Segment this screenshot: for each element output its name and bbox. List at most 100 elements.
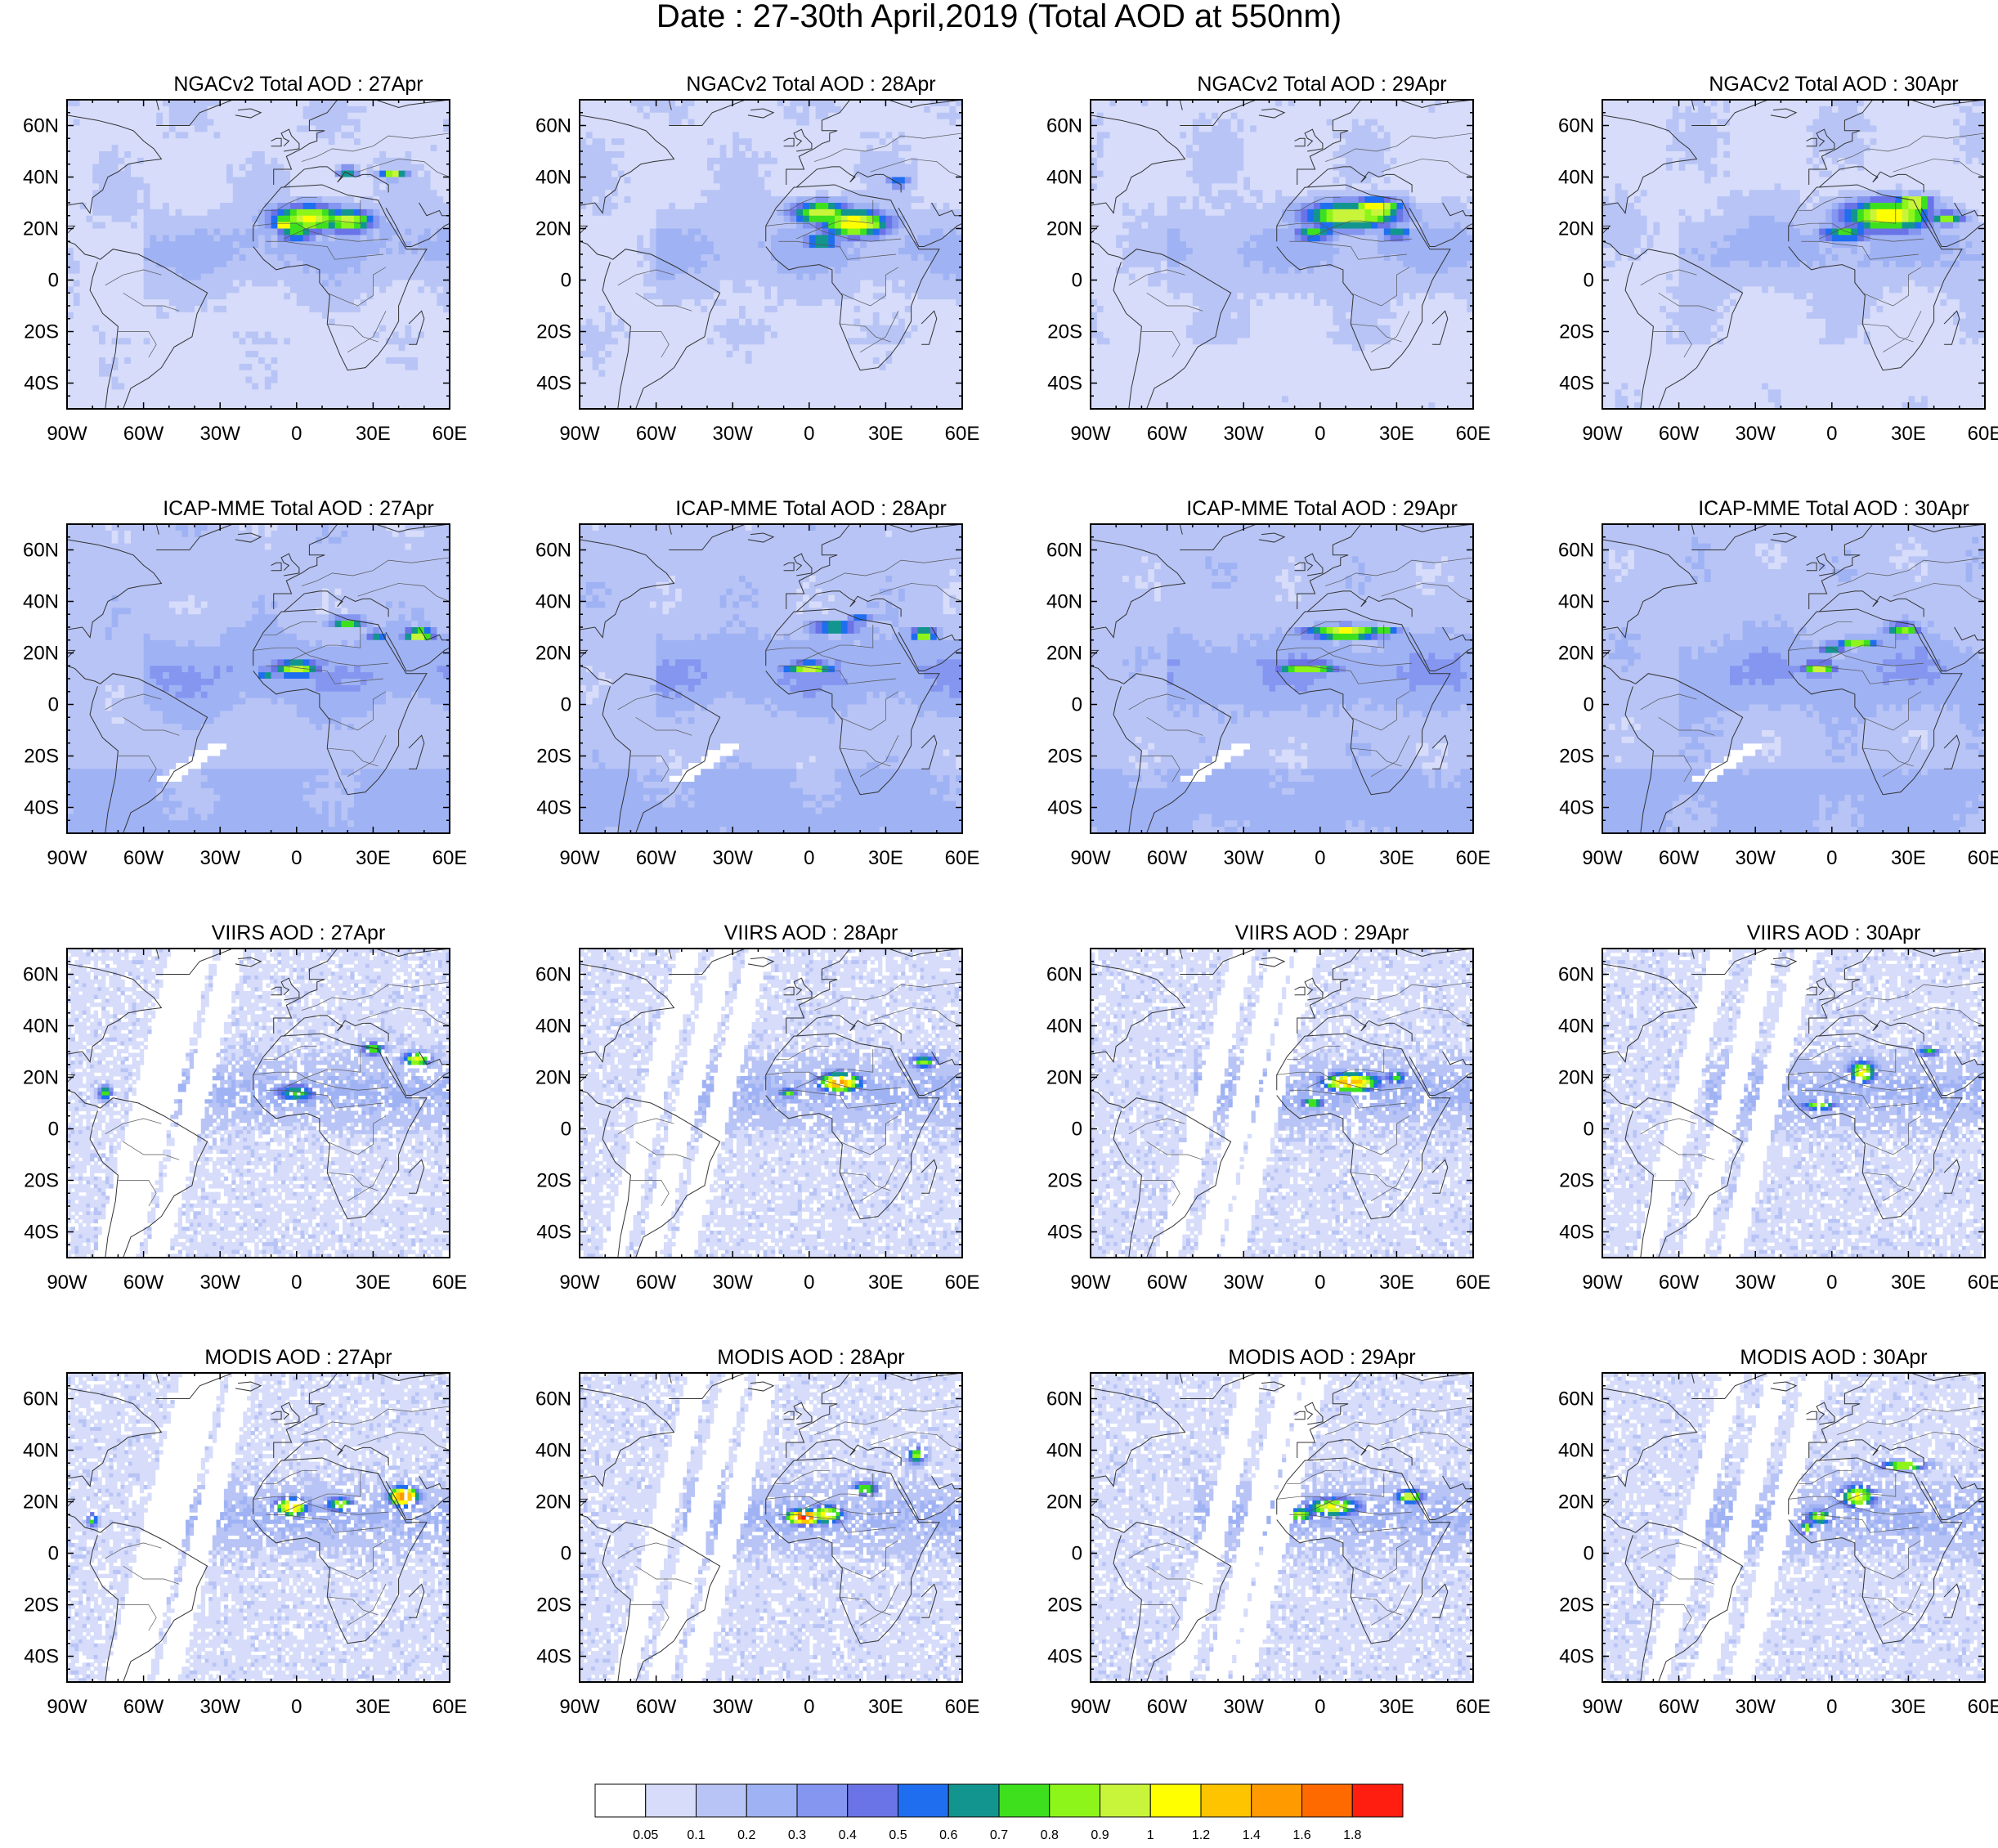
x-tick-label: 0 bbox=[291, 423, 302, 445]
y-tick-label: 60N bbox=[1046, 540, 1082, 562]
colorbar-label: 0.4 bbox=[839, 1828, 857, 1842]
colorbar-label: 1.8 bbox=[1343, 1828, 1361, 1842]
x-tick-label: 60W bbox=[1659, 423, 1700, 445]
panel-title: VIIRS AOD : 27Apr bbox=[45, 921, 552, 945]
x-tick-label: 30W bbox=[713, 423, 754, 445]
panel-title: NGACv2 Total AOD : 29Apr bbox=[1068, 72, 1575, 96]
x-tick-label: 0 bbox=[1315, 847, 1325, 869]
aod-field bbox=[1602, 524, 1986, 834]
x-tick-label: 90W bbox=[47, 423, 87, 445]
colorbar-swatch bbox=[797, 1784, 848, 1817]
colorbar-swatch bbox=[1150, 1784, 1201, 1817]
x-tick-label: 0 bbox=[1826, 1272, 1837, 1294]
y-tick-label: 40S bbox=[1559, 797, 1594, 819]
colorbar-swatch bbox=[746, 1784, 797, 1817]
y-tick-label: 0 bbox=[1584, 694, 1594, 716]
x-tick-label: 60W bbox=[1147, 847, 1188, 869]
y-tick-label: 0 bbox=[48, 1119, 59, 1141]
y-tick-label: 40N bbox=[535, 1016, 571, 1038]
figure-title: Date : 27-30th April,2019 (Total AOD at … bbox=[0, 0, 1998, 33]
x-tick-label: 30W bbox=[1224, 1272, 1265, 1294]
y-tick-label: 40N bbox=[1558, 591, 1594, 613]
y-tick-label: 0 bbox=[1072, 1119, 1082, 1141]
colorbar-swatch bbox=[1252, 1784, 1302, 1817]
x-tick-label: 0 bbox=[1826, 423, 1837, 445]
x-tick-label: 60W bbox=[636, 423, 677, 445]
x-tick-label: 90W bbox=[1070, 1272, 1111, 1294]
x-tick-label: 30W bbox=[200, 847, 241, 869]
y-tick-label: 20N bbox=[23, 1491, 59, 1514]
y-tick-label: 0 bbox=[561, 1543, 571, 1565]
y-tick-label: 60N bbox=[535, 115, 571, 137]
x-tick-label: 60E bbox=[432, 1272, 468, 1294]
x-tick-label: 90W bbox=[1070, 423, 1111, 445]
x-tick-label: 60W bbox=[636, 847, 677, 869]
colorbar-swatch bbox=[848, 1784, 898, 1817]
y-tick-label: 60N bbox=[535, 540, 571, 562]
y-tick-label: 20S bbox=[24, 746, 59, 768]
aod-field bbox=[1602, 100, 1986, 410]
y-tick-label: 20S bbox=[536, 746, 571, 768]
y-tick-label: 20S bbox=[1559, 746, 1594, 768]
x-tick-label: 60W bbox=[1659, 847, 1700, 869]
y-tick-label: 20N bbox=[1558, 643, 1594, 665]
x-tick-label: 60E bbox=[1968, 1696, 1998, 1718]
colorbar-swatch bbox=[999, 1784, 1050, 1817]
x-tick-label: 30W bbox=[713, 1696, 754, 1718]
x-tick-label: 30W bbox=[1224, 847, 1265, 869]
x-tick-label: 30W bbox=[1736, 423, 1776, 445]
colorbar-swatch bbox=[1100, 1784, 1151, 1817]
y-tick-label: 40S bbox=[536, 797, 571, 819]
x-tick-label: 90W bbox=[1070, 1696, 1111, 1718]
y-tick-label: 40S bbox=[1047, 373, 1082, 395]
y-tick-label: 20N bbox=[1046, 1491, 1082, 1514]
y-tick-label: 0 bbox=[48, 270, 59, 292]
x-tick-label: 30W bbox=[1224, 423, 1265, 445]
y-tick-label: 20N bbox=[1046, 218, 1082, 240]
x-tick-label: 0 bbox=[291, 1272, 302, 1294]
x-tick-label: 60W bbox=[123, 1272, 164, 1294]
x-tick-label: 30W bbox=[1736, 847, 1776, 869]
x-tick-label: 30W bbox=[1736, 1696, 1776, 1718]
y-tick-label: 60N bbox=[1558, 540, 1594, 562]
panel-title: VIIRS AOD : 29Apr bbox=[1068, 921, 1575, 945]
colorbar-label: 0.9 bbox=[1091, 1828, 1109, 1842]
y-tick-label: 40N bbox=[1558, 1440, 1594, 1462]
x-tick-label: 90W bbox=[1582, 423, 1623, 445]
x-tick-label: 60E bbox=[945, 1272, 980, 1294]
panel-title: ICAP-MME Total AOD : 29Apr bbox=[1068, 496, 1575, 521]
y-tick-label: 40N bbox=[535, 167, 571, 189]
x-tick-label: 0 bbox=[804, 847, 814, 869]
colorbar-label: 0.3 bbox=[788, 1828, 806, 1842]
panel-title: NGACv2 Total AOD : 28Apr bbox=[558, 72, 1064, 96]
aod-field bbox=[1091, 1373, 1474, 1683]
y-tick-label: 40N bbox=[23, 1016, 59, 1038]
y-tick-label: 40S bbox=[1047, 797, 1082, 819]
x-tick-label: 60W bbox=[1659, 1696, 1700, 1718]
y-tick-label: 40S bbox=[1047, 1646, 1082, 1668]
y-tick-label: 40N bbox=[1046, 1016, 1082, 1038]
x-tick-label: 90W bbox=[1070, 847, 1111, 869]
y-tick-label: 60N bbox=[1558, 1388, 1594, 1411]
panel-title: VIIRS AOD : 30Apr bbox=[1580, 921, 1998, 945]
y-tick-label: 20S bbox=[1047, 321, 1082, 343]
y-tick-label: 0 bbox=[561, 270, 571, 292]
y-tick-label: 0 bbox=[561, 694, 571, 716]
x-tick-label: 30W bbox=[1224, 1696, 1265, 1718]
y-tick-label: 20S bbox=[536, 1595, 571, 1617]
aod-field bbox=[67, 949, 450, 1258]
y-tick-label: 40S bbox=[1559, 1646, 1594, 1668]
y-tick-label: 20S bbox=[24, 1595, 59, 1617]
y-tick-label: 20S bbox=[24, 321, 59, 343]
x-tick-label: 90W bbox=[47, 1272, 87, 1294]
